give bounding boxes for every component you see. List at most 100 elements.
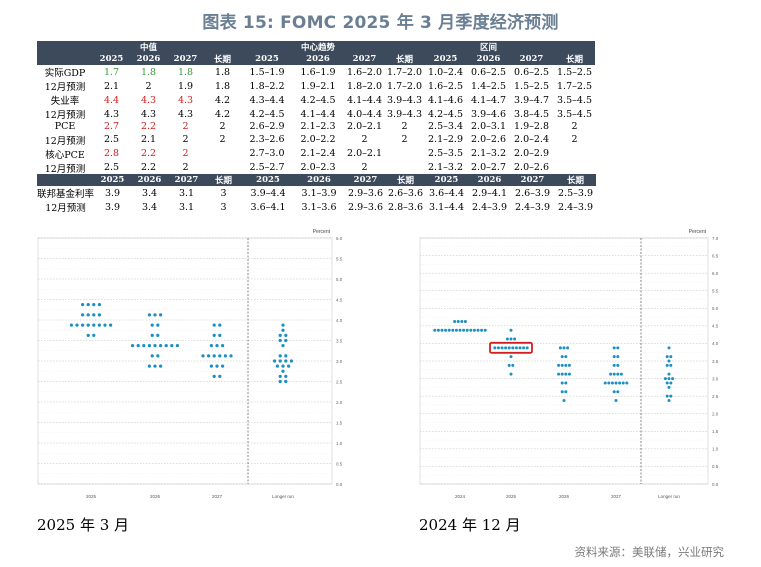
y-tick-label: 6.0: [712, 271, 719, 276]
caption-march-2025: 2025 年 3 月: [37, 516, 130, 534]
row-label: 12月预测: [44, 135, 86, 147]
dot: [92, 323, 96, 327]
table-cell: 2.2: [140, 162, 157, 174]
year-header: 长期: [204, 53, 241, 65]
dot: [507, 346, 511, 350]
table-cell: 2.1: [103, 80, 120, 92]
dot: [433, 328, 437, 332]
dot: [287, 364, 291, 368]
table-cell: 1.7: [103, 66, 120, 78]
year-header: 2027: [344, 174, 388, 186]
row-label: 核心PCE: [45, 149, 85, 161]
row-label: 实际GDP: [44, 68, 86, 79]
dot: [518, 346, 522, 350]
dot: [669, 355, 673, 359]
table-cell: 1.4–2.5: [471, 80, 506, 92]
table-cell: 4.1–4.4: [347, 94, 382, 106]
page-title: 图表 15: FOMC 2025 年 3 月季度经济预测: [202, 13, 559, 33]
year-header: 2026: [130, 53, 167, 65]
dot: [278, 379, 282, 384]
table-cell: 1.6–2.5: [428, 80, 463, 92]
dot: [281, 328, 285, 332]
year-header: 2026: [293, 53, 343, 65]
year-header: 2025: [93, 53, 130, 65]
dot: [612, 355, 616, 359]
table-cell: 3.6–4.4: [429, 187, 464, 199]
dot: [513, 337, 517, 341]
dot: [483, 328, 487, 332]
dot: [97, 323, 101, 327]
dot: [86, 303, 90, 307]
dot: [562, 346, 566, 350]
dot: [147, 313, 151, 317]
dot: [212, 374, 216, 378]
x-tick-label: Longer run: [658, 494, 680, 499]
year-header: 2027: [343, 53, 386, 65]
table-cell: 4.1–4.6: [428, 94, 463, 106]
table-cell: 1.8: [177, 66, 194, 78]
table-cell: 2: [361, 134, 368, 146]
dot: [665, 355, 669, 359]
year-header: 2027: [509, 53, 554, 65]
dot: [564, 381, 568, 385]
table-cell: 2.1–3.2: [471, 148, 506, 160]
x-tick-label: 2025: [86, 494, 97, 499]
table-cell: [386, 161, 423, 175]
dot: [511, 363, 515, 367]
table-cell: 2.9–4.1: [472, 187, 507, 199]
dot: [444, 328, 448, 332]
dot: [463, 319, 467, 323]
dot: [215, 364, 219, 368]
dot: [275, 364, 279, 368]
y-tick-label: 0.5: [712, 464, 719, 469]
table-cell: 1.9–2.8: [514, 121, 549, 133]
row-label: 12月预测: [45, 203, 86, 214]
x-tick-label: 2024: [455, 494, 466, 499]
year-header: 2026: [469, 174, 511, 186]
row-label: 联邦基金利率: [37, 189, 95, 200]
table-cell: 3.9: [104, 201, 121, 213]
dot: [612, 346, 616, 350]
dot: [207, 354, 211, 358]
dot: [440, 328, 444, 332]
table-cell: 3.9–4.3: [387, 94, 422, 106]
table-cell: 3.9–4.4: [250, 187, 286, 199]
year-header: 长期: [205, 174, 243, 186]
table-cell: 2.6–2.9: [249, 121, 285, 133]
table-cell: 4.4: [103, 94, 120, 106]
y-tick-label: 2.5: [712, 394, 719, 399]
dot: [480, 328, 484, 332]
row-label: PCE: [54, 121, 76, 133]
table-cell: 3: [220, 201, 227, 213]
x-tick-label: 2025: [506, 494, 517, 499]
dot: [212, 354, 216, 358]
dot: [281, 369, 285, 373]
dot: [671, 377, 675, 381]
table-cell: 2.1–2.4: [300, 148, 336, 160]
dot: [458, 328, 462, 332]
table-cell: 4.3: [140, 108, 157, 120]
dot: [92, 333, 96, 337]
dot: [218, 323, 222, 327]
dot: [567, 363, 571, 367]
dot: [215, 344, 219, 348]
dot: [147, 364, 151, 368]
dot: [81, 323, 85, 327]
dot: [281, 364, 285, 368]
table-cell: 2: [182, 148, 189, 160]
dot: [667, 359, 671, 363]
dot: [278, 354, 282, 358]
dot: [81, 303, 85, 307]
y-tick-label: 0.0: [336, 482, 343, 487]
row-label: 失业率: [50, 96, 80, 107]
table-cell: 3.8–4.5: [514, 108, 549, 120]
table-cell: 4.1–4.4: [300, 108, 336, 120]
table-cell: 1.9: [177, 80, 194, 92]
dot: [153, 344, 157, 348]
row-label: 12月预测: [44, 82, 86, 93]
dot: [665, 381, 669, 385]
table-cell: 0.6–2.5: [471, 66, 506, 78]
dot: [618, 381, 622, 385]
dot: [557, 372, 561, 376]
table-cell: 2.6–3.9: [515, 187, 550, 199]
